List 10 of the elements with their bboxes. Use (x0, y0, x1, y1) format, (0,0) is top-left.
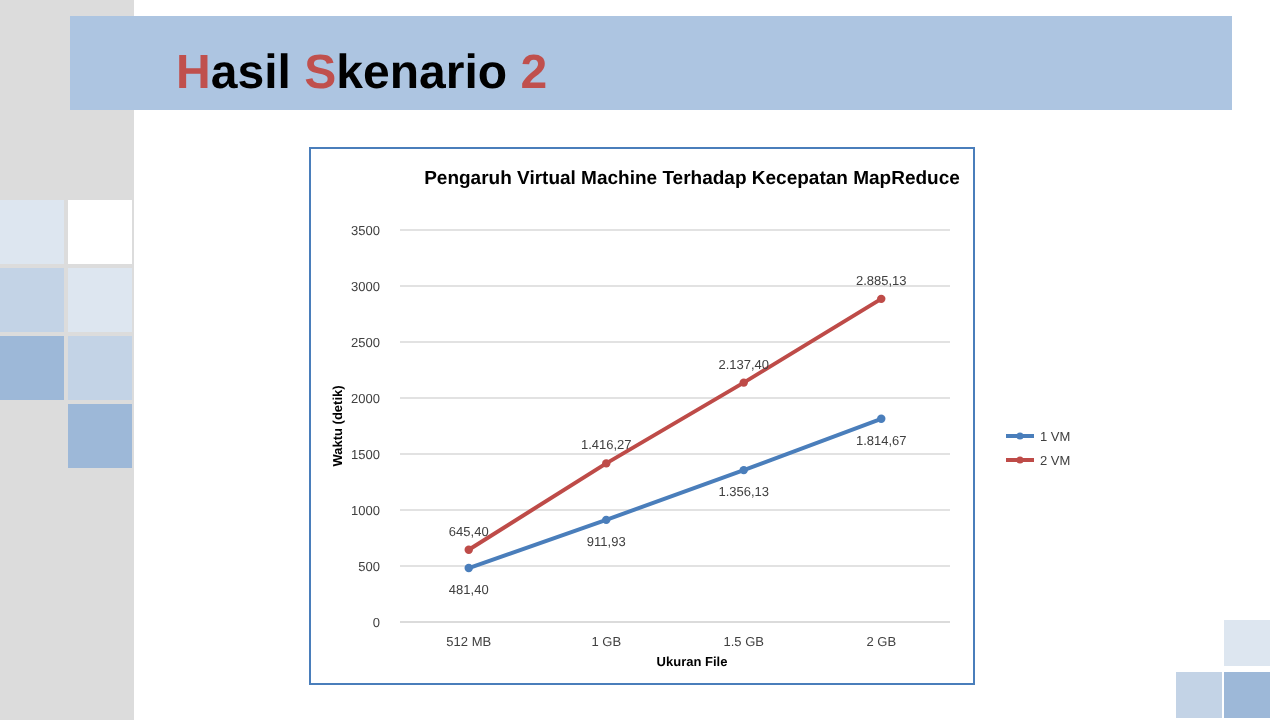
point (877, 294, 886, 304)
point (464, 563, 473, 573)
chart-title: Pengaruh Virtual Machine Terhadap Kecepatan MapReduce (424, 168, 960, 190)
text: Hasil Skenario 2 (176, 46, 548, 100)
point (739, 378, 748, 387)
point (877, 414, 886, 423)
point (602, 515, 611, 525)
point (464, 545, 473, 554)
point (602, 459, 611, 468)
point (739, 465, 748, 475)
